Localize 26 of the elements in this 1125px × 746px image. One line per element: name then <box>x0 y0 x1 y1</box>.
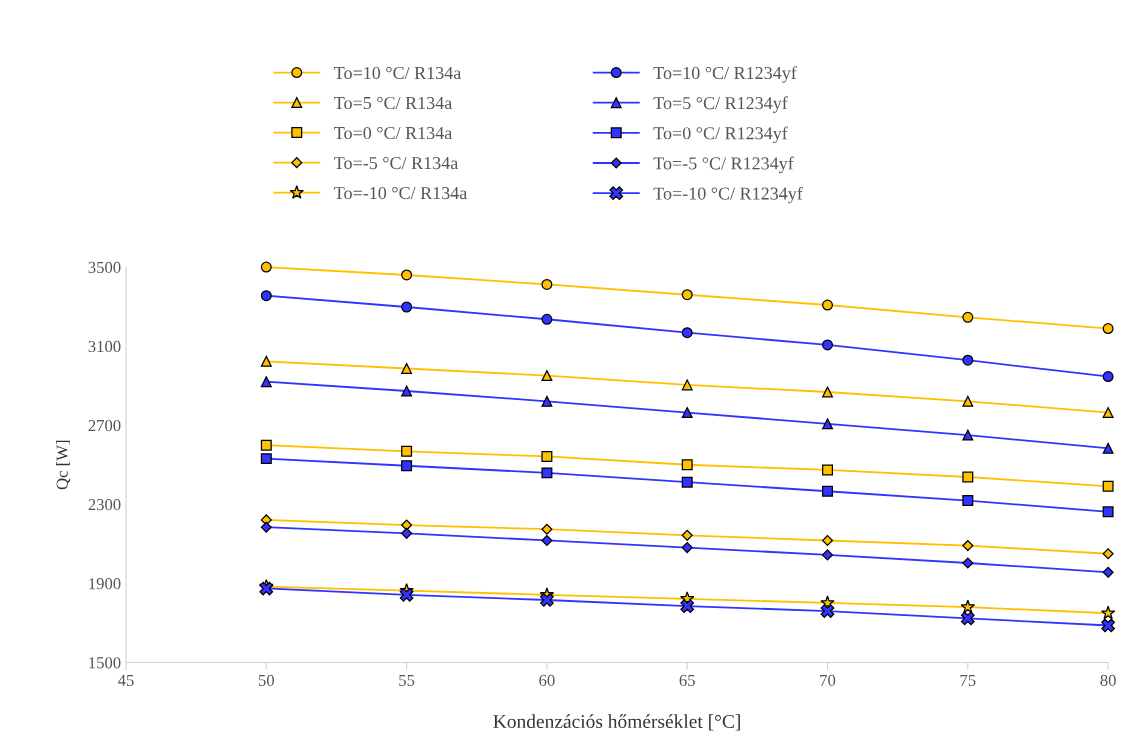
x-tick-label: 60 <box>539 674 555 686</box>
x-tick-label: 80 <box>1100 674 1116 686</box>
legend-label: To=-5 °C/ R1234yf <box>653 156 794 174</box>
y-tick-label: 2700 <box>88 419 121 432</box>
legend-label: To=5 °C/ R134a <box>334 96 452 110</box>
x-tick-label: 50 <box>258 674 274 686</box>
y-tick-label: 3100 <box>88 340 121 353</box>
legend-label: To=-10 °C/ R134a <box>334 186 468 200</box>
legend-label: To=-5 °C/ R134a <box>334 156 458 170</box>
y-tick-label: 2300 <box>88 499 121 511</box>
legend-label: To=0 °C/ R134a <box>334 126 452 140</box>
legend-label: To=0 °C/ R1234yf <box>653 126 788 144</box>
y-axis-title: Qc [W] <box>56 440 71 490</box>
y-tick-label: 1500 <box>89 657 121 669</box>
y-tick-label: 1900 <box>89 578 121 590</box>
x-axis-title: Kondenzációs hőmérséklet [°C] <box>493 714 740 731</box>
x-tick-label: 45 <box>117 674 134 686</box>
y-tick-label: 3500 <box>88 261 121 274</box>
legend-label: To=-10 °C/ R1234yf <box>653 186 803 204</box>
x-tick-label: 75 <box>960 674 976 686</box>
legend-label: To=10 °C/ R1234yf <box>653 66 797 83</box>
x-tick-label: 55 <box>399 674 415 686</box>
legend-label: To=5 °C/ R1234yf <box>653 96 788 113</box>
x-tick-label: 70 <box>820 674 836 686</box>
x-tick-label: 65 <box>679 674 695 686</box>
legend-label: To=10 °C/ R134a <box>334 66 462 80</box>
